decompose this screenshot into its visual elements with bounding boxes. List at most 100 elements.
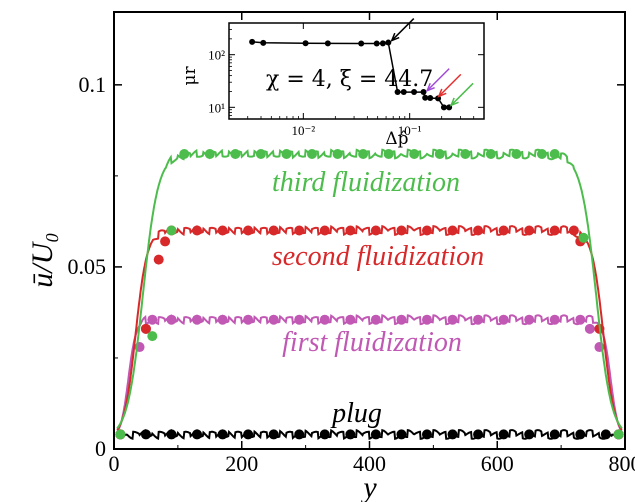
inset-arrow-shaft — [438, 73, 462, 97]
inset-series-marker — [400, 89, 407, 96]
series-third-fluidization — [115, 148, 624, 440]
x-axis-label: y — [360, 471, 377, 502]
inset-y-tick-label: 10² — [208, 48, 225, 63]
series-marker — [192, 314, 203, 325]
inset-series-marker — [373, 40, 380, 47]
inset-arrow — [390, 18, 415, 42]
series-marker — [255, 149, 266, 160]
y-tick-label: 0.05 — [68, 254, 107, 279]
series-marker — [447, 429, 458, 440]
inset-arrow-shaft — [426, 68, 450, 92]
series-marker — [230, 149, 241, 160]
series-marker — [115, 429, 126, 440]
series-marker — [294, 429, 305, 440]
inset-series-group — [249, 18, 474, 111]
inset-series-marker — [440, 104, 447, 111]
series-marker — [584, 323, 595, 334]
series-marker — [217, 429, 228, 440]
series-marker — [140, 429, 151, 440]
series-marker — [192, 225, 203, 236]
series-marker — [268, 429, 279, 440]
inset-x-tick-label: 10⁻¹ — [398, 123, 422, 138]
inset-series-marker — [358, 40, 365, 47]
series-marker — [524, 314, 535, 325]
series-marker — [575, 429, 586, 440]
x-tick-label: 800 — [609, 451, 635, 476]
inset-x-tick-label: 10⁻² — [291, 123, 315, 138]
series-marker — [179, 149, 190, 160]
inset-x-axis-label: Δp̂ — [385, 129, 408, 149]
series-marker — [153, 254, 164, 265]
series-plug — [115, 428, 624, 441]
series-marker — [217, 314, 228, 325]
inset-series-marker — [420, 89, 427, 96]
x-tick-label: 0 — [109, 451, 120, 476]
inset-series-marker — [324, 40, 331, 47]
series-marker — [147, 331, 158, 342]
series-marker — [434, 149, 445, 160]
inset-series-marker — [422, 94, 429, 101]
series-marker — [549, 429, 560, 440]
series-marker — [460, 149, 471, 160]
y-axis-label: ū/U₀ — [26, 232, 59, 287]
series-marker — [319, 429, 330, 440]
series-marker — [568, 225, 579, 236]
series-marker — [396, 429, 407, 440]
series-marker — [140, 323, 151, 334]
inset-arrow-shaft — [450, 82, 474, 106]
series-marker — [345, 429, 356, 440]
series-marker — [332, 149, 343, 160]
series-marker — [447, 225, 458, 236]
inset-arrow-shaft — [391, 18, 415, 42]
series-marker — [549, 314, 560, 325]
annotation-second-fluidization: second fluidization — [272, 241, 484, 272]
inset-arrow-head — [449, 97, 459, 107]
series-second-fluidization — [115, 224, 624, 440]
series-marker — [485, 149, 496, 160]
x-tick-label: 600 — [481, 451, 514, 476]
inset-arrow — [449, 82, 474, 107]
series-marker — [370, 314, 381, 325]
series-marker — [473, 314, 484, 325]
series-marker — [600, 429, 611, 440]
series-marker — [166, 429, 177, 440]
series-marker — [166, 225, 177, 236]
series-marker — [307, 149, 318, 160]
inset-series-marker — [379, 40, 386, 47]
series-marker — [294, 314, 305, 325]
series-marker — [294, 225, 305, 236]
series-marker — [345, 314, 356, 325]
series-marker — [498, 225, 509, 236]
series-marker — [524, 225, 535, 236]
series-marker — [549, 225, 560, 236]
series-marker — [421, 314, 432, 325]
inset-arrow-head — [437, 88, 447, 98]
series-marker — [613, 429, 624, 440]
inset-series-marker — [260, 39, 267, 46]
series-marker — [524, 429, 535, 440]
series-marker — [281, 149, 292, 160]
series-marker — [511, 149, 522, 160]
y-tick-label: 0.1 — [79, 72, 107, 97]
annotation-third-fluidization: third fluidization — [272, 167, 460, 198]
inset-series-marker — [411, 89, 418, 96]
series-marker — [536, 149, 547, 160]
series-marker — [319, 314, 330, 325]
inset-series-marker — [385, 39, 392, 46]
series-marker — [473, 429, 484, 440]
inset-series-marker — [427, 95, 434, 102]
main-axis-ticks: 0 200 400 600 800 0 0.05 0.1 — [68, 12, 635, 476]
series-marker — [217, 225, 228, 236]
series-marker — [204, 149, 215, 160]
series-line — [116, 148, 623, 429]
series-marker — [383, 149, 394, 160]
annotation-first-fluidization: first fluidization — [282, 327, 462, 358]
inset-y-axis-label-text: μr — [180, 66, 200, 86]
inset-y-axis-label: μr — [180, 66, 200, 86]
inset-chart: 10⁻² 10⁻¹ 10¹ 10² χ = 4, ξ = 44.7 μr Δp̂ — [180, 18, 485, 149]
main-series-group — [115, 148, 624, 441]
x-tick-label: 400 — [353, 451, 386, 476]
series-marker — [409, 149, 420, 160]
inset-parameter-annotation: χ = 4, ξ = 44.7 — [266, 67, 433, 92]
inset-axis-ticks: 10⁻² 10⁻¹ 10¹ 10² — [208, 23, 484, 138]
